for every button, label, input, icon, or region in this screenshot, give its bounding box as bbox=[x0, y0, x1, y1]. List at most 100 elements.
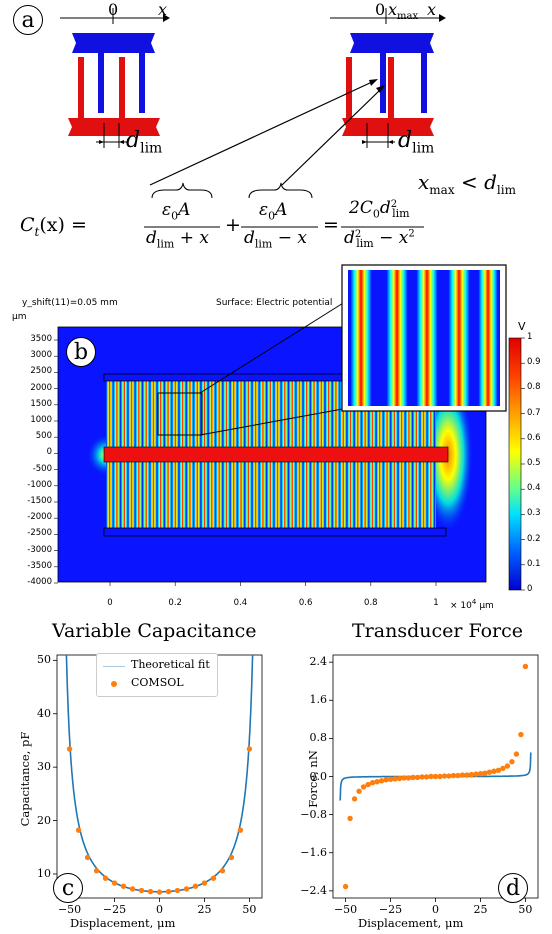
chartD-comsol-point bbox=[486, 769, 493, 775]
colorbar-tick-label: 0 bbox=[527, 584, 533, 594]
chart-d-xlabel: Displacement, μm bbox=[358, 916, 464, 930]
chartD-comsol-point bbox=[365, 781, 371, 788]
colorbar bbox=[508, 337, 522, 591]
chartD-comsol-point bbox=[428, 773, 434, 780]
axis-origin-right: 0 bbox=[375, 0, 386, 19]
panel-c-label: c bbox=[53, 873, 83, 903]
chartC-comsol-point bbox=[192, 883, 199, 889]
chartD-comsol-point bbox=[437, 773, 443, 780]
chartC-comsol-point bbox=[102, 875, 109, 881]
comsol-lower-fingers bbox=[106, 462, 436, 528]
comsol-header-left: y_shift(11)=0.05 mm bbox=[22, 298, 118, 308]
chartC-comsol-point bbox=[129, 886, 136, 892]
formula-plus: + bbox=[225, 214, 241, 236]
right-red-finger-2 bbox=[388, 57, 394, 120]
axis-xmax-right: xmax bbox=[388, 0, 419, 23]
colorbar-unit: V bbox=[518, 320, 526, 333]
comsol-x-tick-label: 0.2 bbox=[168, 598, 182, 608]
legend-comsol-marker bbox=[111, 681, 117, 687]
colorbar-tick-label: 0.9 bbox=[527, 357, 541, 368]
chartD-comsol-point bbox=[446, 773, 452, 779]
chartD-y-tick-label: 0.0 bbox=[309, 769, 328, 783]
comsol-y-tick-label: 500 bbox=[35, 431, 52, 442]
left-blue-anchor bbox=[72, 33, 155, 53]
chartD-comsol-point bbox=[450, 772, 457, 779]
chartD-comsol-point bbox=[459, 772, 466, 778]
chartD-comsol-point bbox=[432, 773, 439, 780]
chartC-x-tick-label: −25 bbox=[102, 903, 127, 916]
comsol-y-unit: μm bbox=[12, 312, 27, 322]
axis-origin-left: 0 bbox=[108, 0, 119, 19]
chartD-comsol-point bbox=[347, 815, 353, 822]
chartD-comsol-point bbox=[369, 779, 376, 786]
comsol-y-tick-label: 0 bbox=[46, 447, 52, 458]
chartC-comsol-point bbox=[246, 746, 253, 752]
right-blue-finger-2 bbox=[421, 53, 427, 113]
comsol-y-tick-label: -1500 bbox=[27, 496, 52, 506]
comsol-x-tick-label: 0.8 bbox=[364, 598, 378, 608]
colorbar-tick-label: 0.2 bbox=[527, 533, 541, 544]
chartD-comsol-point bbox=[482, 770, 488, 776]
comsol-y-tick-label: 1000 bbox=[30, 415, 52, 425]
panel-a-diagram bbox=[60, 8, 446, 228]
left-red-anchor bbox=[68, 118, 160, 136]
legend-comsol-label: COMSOL bbox=[131, 676, 184, 689]
formula-eq-2: = bbox=[323, 214, 339, 236]
comsol-y-tick-label: -3500 bbox=[27, 560, 52, 571]
panel-b-label: b bbox=[66, 337, 96, 367]
chartD-comsol-point bbox=[504, 763, 511, 769]
comsol-y-tick-label: -500 bbox=[32, 463, 52, 474]
chartC-x-tick-label: −50 bbox=[57, 903, 82, 916]
left-red-finger-2 bbox=[119, 57, 125, 120]
colorbar-tick-label: 0.7 bbox=[527, 407, 541, 418]
chartD-comsol-point bbox=[351, 796, 358, 802]
comsol-x-tick-label: 0.6 bbox=[298, 598, 313, 608]
formula-num-3: 2C0d2lim bbox=[349, 198, 410, 221]
chartD-comsol-point bbox=[522, 663, 529, 670]
chartD-comsol-point bbox=[468, 771, 475, 778]
chartD-comsol-point bbox=[342, 883, 349, 890]
chartD-y-tick-label: 0.8 bbox=[309, 731, 328, 745]
legend-fit-label: Theoretical fit bbox=[131, 658, 210, 671]
chartC-comsol-point bbox=[120, 883, 127, 889]
chartC-y-tick-label: 20 bbox=[37, 813, 51, 827]
chart-d-title: Transducer Force bbox=[352, 620, 524, 642]
comsol-y-tick-label: 2000 bbox=[30, 382, 52, 393]
chartD-comsol-point bbox=[500, 765, 506, 772]
comsol-y-tick-label: -2500 bbox=[27, 528, 52, 539]
chart-d bbox=[329, 654, 539, 902]
comsol-x-tick-label: 0.4 bbox=[233, 598, 248, 608]
formula-den-2: dlim − x bbox=[244, 228, 307, 251]
chartD-comsol-point bbox=[387, 776, 394, 783]
chartC-comsol-point bbox=[147, 888, 154, 895]
axis-var-left: x bbox=[158, 0, 168, 19]
chartD-comsol-point bbox=[423, 774, 430, 780]
right-blue-anchor bbox=[350, 33, 434, 53]
comsol-y-tick-label: -3000 bbox=[27, 544, 52, 555]
chartD-comsol-point bbox=[360, 784, 367, 790]
chartD-y-tick-label: −1.6 bbox=[300, 845, 327, 859]
chartD-comsol-point bbox=[419, 774, 425, 780]
chartC-comsol-point bbox=[183, 886, 190, 892]
comsol-y-tick-label: 3500 bbox=[30, 334, 52, 344]
chartD-comsol-point bbox=[396, 775, 403, 782]
chartD-comsol-point bbox=[518, 731, 524, 738]
chartD-comsol-point bbox=[473, 771, 479, 777]
dlim-right: dlim bbox=[398, 128, 435, 157]
chartC-x-tick-label: 25 bbox=[197, 903, 212, 916]
chartD-comsol-point bbox=[495, 767, 502, 774]
legend-fit-line bbox=[103, 666, 125, 667]
comsol-x-scale: × 104 μm bbox=[450, 598, 494, 611]
chartD-comsol-point bbox=[378, 778, 385, 784]
chartD-x-tick-label: 50 bbox=[518, 903, 533, 916]
left-blue-finger-2 bbox=[139, 53, 145, 113]
chartD-comsol-point bbox=[491, 768, 497, 774]
chartD-comsol-point bbox=[414, 774, 421, 781]
chartC-y-tick-label: 30 bbox=[37, 760, 51, 774]
comsol-y-tick-label: -2000 bbox=[27, 512, 52, 523]
axis-var-right: x bbox=[427, 0, 437, 19]
chartC-comsol-point bbox=[156, 889, 163, 895]
right-blue-finger-1 bbox=[380, 53, 386, 113]
comsol-header-right: Surface: Electric potential bbox=[216, 298, 333, 308]
right-comb bbox=[330, 8, 446, 148]
